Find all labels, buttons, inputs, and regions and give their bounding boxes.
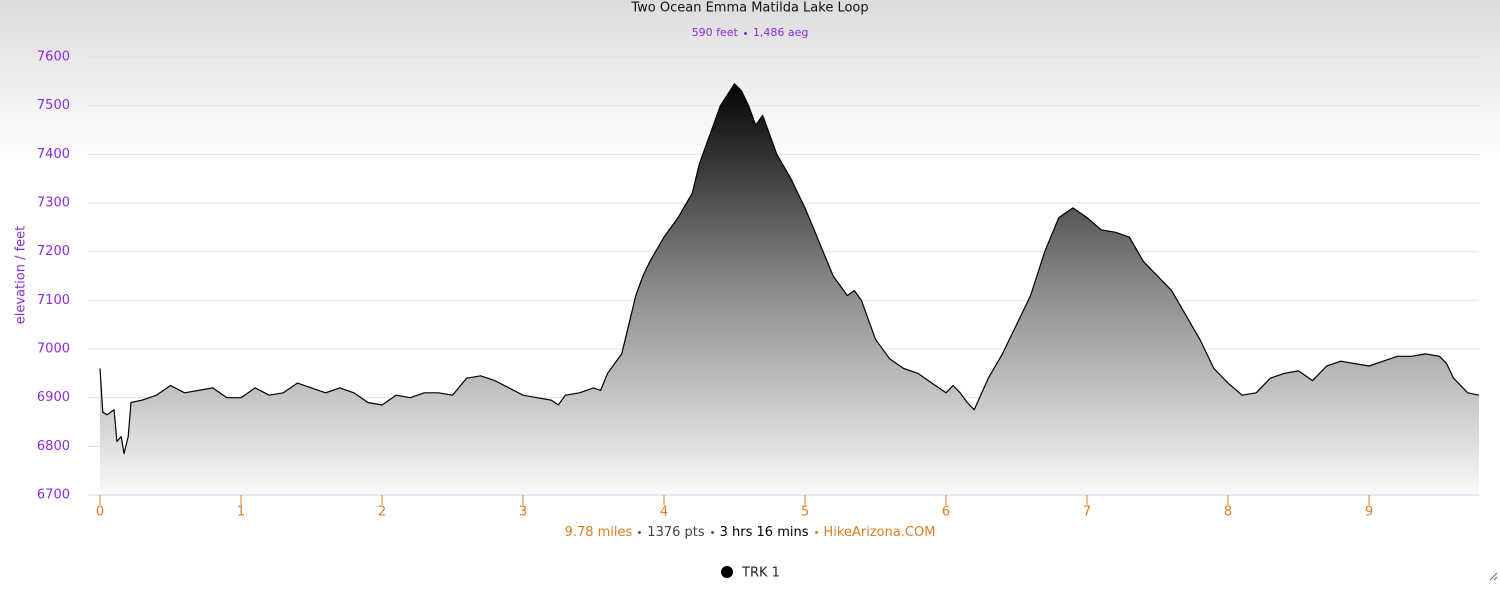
x-tick-label: 1 — [237, 505, 245, 520]
x-tick-label: 5 — [801, 505, 809, 520]
y-tick-label: 7600 — [37, 50, 70, 65]
y-tick-label: 7200 — [37, 244, 70, 259]
y-tick-label: 7000 — [37, 342, 70, 357]
x-tick-label: 7 — [1083, 505, 1091, 520]
x-tick-label: 2 — [378, 505, 386, 520]
footer-distance: 9.78 miles — [564, 525, 633, 540]
legend-marker — [721, 566, 733, 578]
y-tick-label: 7300 — [37, 196, 70, 211]
x-tick-label: 4 — [660, 505, 668, 520]
footer-site: HikeArizona.COM — [823, 525, 936, 540]
separator — [814, 531, 818, 534]
y-tick-label: 7400 — [37, 147, 70, 162]
resize-icon — [1489, 572, 1498, 581]
y-tick-label: 6900 — [37, 390, 70, 405]
y-tick-label: 6700 — [37, 488, 70, 503]
chart-title: Two Ocean Emma Matilda Lake Loop — [630, 1, 868, 16]
footer-points: 1376 pts — [647, 525, 705, 540]
separator — [710, 531, 714, 534]
footer-duration: 3 hrs 16 mins — [719, 525, 809, 540]
x-tick-label: 9 — [1365, 505, 1373, 520]
x-tick-label: 0 — [96, 505, 104, 520]
y-tick-label: 6800 — [37, 439, 70, 454]
x-tick-label: 8 — [1224, 505, 1232, 520]
subtitle-gain: 590 feet — [691, 26, 738, 39]
subtitle: 590 feet 1,486 aeg — [0, 26, 1500, 39]
y-tick-label: 7100 — [37, 293, 70, 308]
separator — [638, 531, 642, 534]
footer: 9.78 miles 1376 pts 3 hrs 16 mins HikeArizo… — [0, 525, 1500, 540]
y-axis-label: elevation / feet — [14, 226, 29, 324]
elevation-line — [99, 83, 1480, 455]
y-tick-label: 7500 — [37, 98, 70, 113]
area-fill — [100, 83, 1479, 496]
separator — [743, 31, 747, 35]
x-tick-label: 3 — [519, 505, 527, 520]
x-tick-label: 6 — [942, 505, 950, 520]
subtitle-aeg: 1,486 aeg — [752, 26, 809, 39]
legend-label: TRK 1 — [741, 566, 780, 581]
